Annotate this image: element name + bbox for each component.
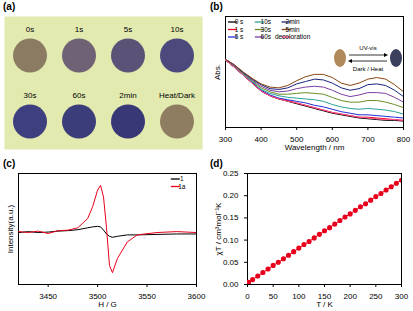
svg-text:0: 0 [245, 292, 250, 301]
svg-text:5 s: 5 s [235, 33, 244, 40]
svg-text:3500: 3500 [88, 292, 107, 302]
svg-text:2min: 2min [119, 91, 136, 100]
svg-text:0 s: 0 s [235, 18, 244, 25]
svg-text:30s: 30s [24, 91, 37, 100]
svg-text:Dark / Heat: Dark / Heat [353, 66, 384, 72]
svg-text:600: 600 [325, 135, 339, 145]
svg-text:1a: 1a [178, 183, 186, 190]
svg-text:10s: 10s [171, 25, 184, 34]
html-text:(a): (a) [3, 1, 16, 12]
svg-text:300: 300 [395, 292, 409, 301]
svg-text:60s: 60s [261, 33, 272, 40]
html-text:(d): (d) [210, 158, 223, 169]
svg-text:1: 1 [180, 175, 184, 182]
svg-text:3550: 3550 [138, 292, 156, 301]
svg-text:1s: 1s [75, 25, 83, 34]
svg-text:700: 700 [361, 135, 375, 144]
svg-text:50: 50 [269, 292, 278, 301]
svg-text:1 s: 1 s [235, 26, 244, 33]
svg-text:3600: 3600 [188, 292, 206, 301]
svg-text:60s: 60s [73, 91, 86, 100]
svg-text:0.25: 0.25 [223, 169, 239, 178]
svg-text:0.20: 0.20 [223, 191, 239, 200]
svg-text:Abs.: Abs. [213, 64, 222, 80]
svg-text:T / K: T / K [316, 300, 333, 309]
svg-text:2min: 2min [286, 18, 300, 25]
svg-text:300: 300 [219, 135, 233, 144]
svg-text:0s: 0s [26, 25, 34, 34]
svg-text:χT / cm³mol⁻¹K: χT / cm³mol⁻¹K [214, 202, 223, 255]
svg-text:200: 200 [343, 292, 357, 301]
svg-text:Wavelength / nm: Wavelength / nm [285, 143, 345, 152]
svg-text:30s: 30s [261, 26, 272, 33]
svg-text:decoloration: decoloration [275, 33, 311, 40]
svg-text:Heat/Dark: Heat/Dark [159, 91, 196, 100]
svg-text:500: 500 [290, 135, 304, 145]
svg-text:800: 800 [397, 135, 411, 144]
svg-text:5s: 5s [124, 25, 132, 34]
svg-text:0.00: 0.00 [223, 280, 239, 289]
svg-text:250: 250 [369, 292, 383, 301]
svg-text:100: 100 [292, 292, 306, 301]
svg-text:3450: 3450 [39, 292, 57, 301]
svg-text:UV-vis: UV-vis [359, 45, 376, 51]
svg-text:150: 150 [317, 292, 332, 302]
svg-text:0.15: 0.15 [223, 213, 239, 222]
svg-text:Intensity(a.u.): Intensity(a.u.) [6, 204, 15, 253]
svg-text:10s: 10s [261, 18, 272, 25]
svg-text:5min: 5min [286, 26, 300, 33]
svg-text:400: 400 [254, 135, 268, 144]
html-text:(b): (b) [210, 1, 223, 12]
svg-text:H / G: H / G [98, 300, 117, 309]
html-text:(c): (c) [3, 158, 16, 169]
svg-text:0.05: 0.05 [223, 258, 239, 267]
svg-text:0.10: 0.10 [223, 236, 239, 245]
